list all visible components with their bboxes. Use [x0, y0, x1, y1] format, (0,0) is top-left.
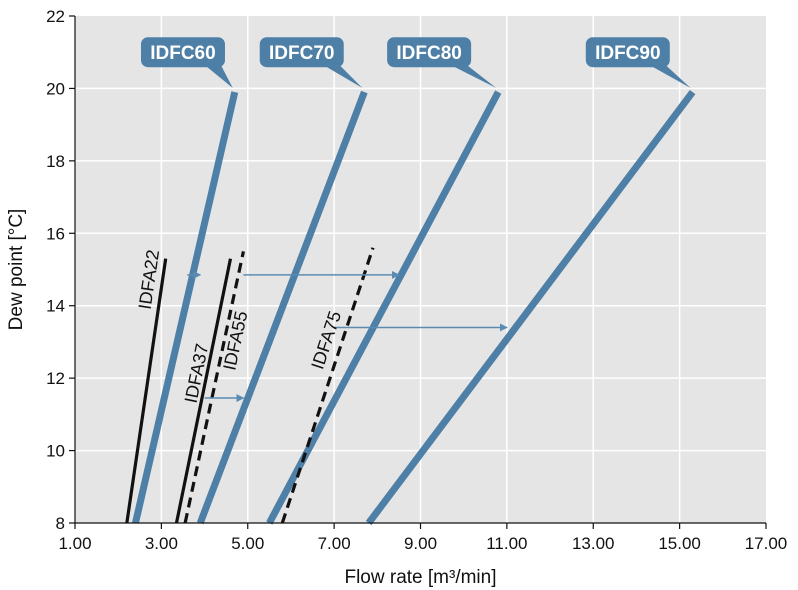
x-tick-label: 17.00 [745, 534, 788, 553]
x-tick-label: 3.00 [145, 534, 178, 553]
y-tick-label: 16 [46, 224, 65, 243]
y-tick-label: 12 [46, 369, 65, 388]
y-tick-label: 10 [46, 442, 65, 461]
x-tick-label: 1.00 [58, 534, 91, 553]
callout-label: IDFC60 [150, 43, 215, 64]
x-tick-label: 9.00 [404, 534, 437, 553]
x-tick-label: 11.00 [486, 534, 527, 553]
y-tick-label: 20 [46, 79, 65, 98]
y-tick-label: 22 [46, 7, 65, 26]
y-tick-label: 18 [46, 152, 65, 171]
callout-label: IDFC90 [595, 43, 660, 64]
callout-label: IDFC80 [396, 43, 461, 64]
x-tick-label: 13.00 [572, 534, 615, 553]
callout-label: IDFC70 [269, 43, 334, 64]
y-tick-label: 14 [46, 297, 65, 316]
plot-area [75, 16, 766, 523]
y-axis-title: Dew point [°C] [6, 209, 27, 331]
x-tick-label: 15.00 [658, 534, 701, 553]
x-axis-title: Flow rate [m³/min] [344, 567, 496, 588]
y-tick-label: 8 [56, 514, 65, 533]
x-tick-label: 7.00 [318, 534, 351, 553]
x-tick-label: 5.00 [231, 534, 264, 553]
